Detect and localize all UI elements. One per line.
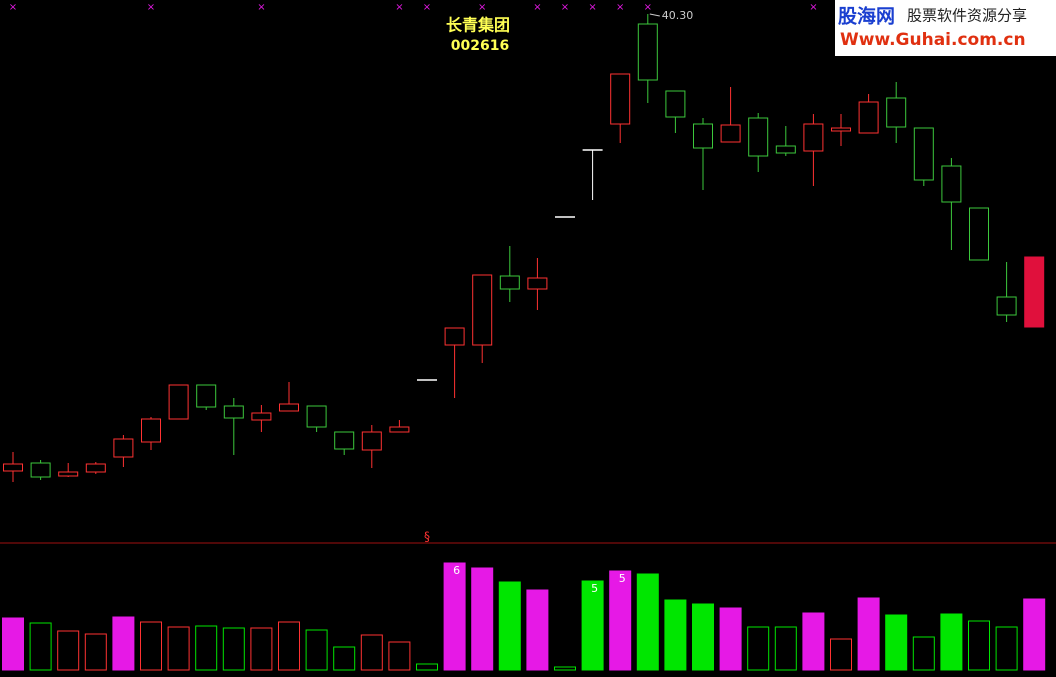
volume-bar xyxy=(112,616,135,671)
volume-bar xyxy=(912,636,935,671)
candle-body xyxy=(996,296,1017,316)
volume-bar xyxy=(471,567,494,671)
volume-bar xyxy=(581,580,604,671)
candle-body xyxy=(251,412,272,421)
candle-body xyxy=(141,418,161,443)
peak-label: 40.30 xyxy=(662,9,694,22)
top-marker: × xyxy=(395,2,403,13)
volume-bar xyxy=(222,627,245,671)
volume-bar xyxy=(609,570,632,671)
candle-body xyxy=(113,438,134,458)
candle-body xyxy=(913,127,934,181)
top-marker: × xyxy=(644,2,652,13)
volume-bar xyxy=(167,626,190,671)
top-marker: × xyxy=(147,2,155,13)
candle-body xyxy=(803,123,824,152)
watermark-box xyxy=(835,0,1056,56)
candle-body xyxy=(58,471,79,477)
candle-body xyxy=(831,127,851,132)
volume-bar xyxy=(443,562,466,671)
stock-code: 002616 xyxy=(451,38,509,54)
candle-body xyxy=(693,123,713,149)
volume-bar xyxy=(885,614,908,671)
chart-title: 长青集团 xyxy=(446,16,510,35)
candle-body xyxy=(775,145,796,154)
watermark-url: Www.Guhai.com.cn xyxy=(840,30,1026,50)
volume-bar xyxy=(29,622,52,671)
volume-bar xyxy=(774,626,797,671)
candle-body xyxy=(969,207,989,261)
volume-bar xyxy=(940,613,963,671)
volume-bar xyxy=(636,573,659,671)
volume-bar xyxy=(278,621,300,671)
top-marker: × xyxy=(588,2,596,13)
volume-annotation: 5 xyxy=(619,572,626,585)
candle-body xyxy=(3,463,23,472)
top-marker: × xyxy=(423,2,431,13)
watermark-slogan: 股票软件资源分享 xyxy=(907,7,1027,24)
volume-bar xyxy=(140,621,162,671)
top-marker: × xyxy=(616,2,624,13)
candle-body xyxy=(665,90,686,118)
candle-body xyxy=(499,275,520,290)
volume-bar xyxy=(802,612,825,671)
volume-bar xyxy=(84,633,107,671)
divider-symbol: § xyxy=(424,530,430,544)
candle-body xyxy=(720,124,741,143)
volume-bar xyxy=(360,634,383,671)
candle-body xyxy=(444,327,465,346)
volume-bar xyxy=(995,626,1018,671)
candle-body xyxy=(389,426,410,433)
candle-body xyxy=(858,101,879,134)
candle-body xyxy=(527,277,548,290)
candle-body xyxy=(472,274,493,346)
volume-bar xyxy=(498,581,521,671)
candle-body xyxy=(886,97,907,128)
candle-body xyxy=(1024,256,1045,328)
volume-bar xyxy=(57,630,80,671)
volume-bar xyxy=(692,603,714,671)
volume-bar xyxy=(968,620,990,671)
volume-bar xyxy=(830,638,852,671)
candle-body xyxy=(748,117,769,157)
volume-annotation: 6 xyxy=(453,564,460,577)
top-marker: × xyxy=(809,2,817,13)
volume-bar xyxy=(305,629,328,671)
top-marker: × xyxy=(9,2,17,13)
volume-bar xyxy=(250,627,273,671)
top-marker: × xyxy=(257,2,265,13)
top-marker: × xyxy=(533,2,541,13)
candle-body xyxy=(30,462,51,478)
volume-bar xyxy=(1023,598,1046,671)
volume-bar xyxy=(2,617,24,671)
candle-body xyxy=(196,384,217,408)
candle-body xyxy=(223,405,244,419)
candle-body xyxy=(361,431,382,451)
top-marker: × xyxy=(478,2,486,13)
candle-body xyxy=(306,405,327,428)
top-marker: × xyxy=(561,2,569,13)
volume-bar xyxy=(554,666,576,671)
candle-body xyxy=(941,165,962,203)
candle-body xyxy=(85,463,106,473)
volume-bar xyxy=(526,589,549,671)
volume-bar xyxy=(857,597,880,671)
candle-body xyxy=(168,384,189,420)
volume-annotation: 5 xyxy=(591,582,598,595)
volume-bar xyxy=(388,641,411,671)
candle-body xyxy=(279,403,299,412)
volume-bar xyxy=(195,625,218,671)
volume-bar xyxy=(416,663,438,671)
volume-bar xyxy=(664,599,687,671)
candle-body xyxy=(334,431,355,450)
volume-bar xyxy=(719,607,742,671)
watermark-brand: 股海网 xyxy=(838,5,895,28)
volume-bar xyxy=(747,626,770,671)
volume-bar xyxy=(333,646,356,671)
peak-pointer xyxy=(649,13,660,17)
candle-body xyxy=(610,73,631,125)
candle-body xyxy=(637,23,658,81)
